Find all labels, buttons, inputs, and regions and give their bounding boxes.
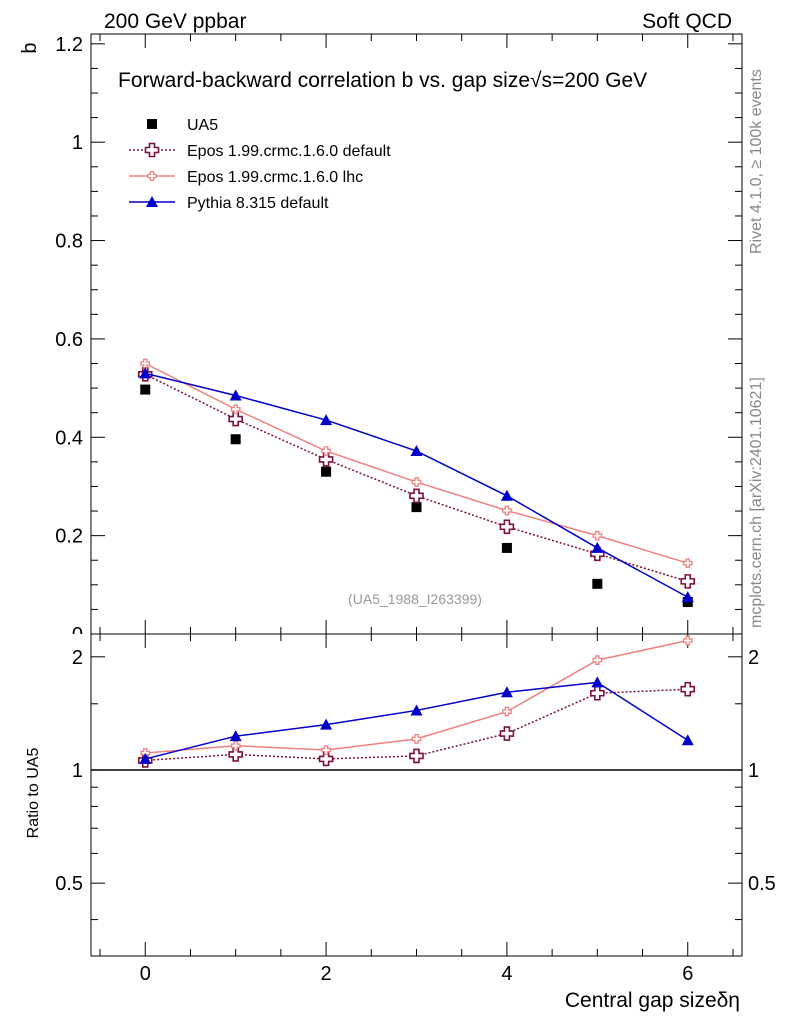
- data-point: [410, 445, 423, 457]
- data-point: [591, 541, 604, 553]
- ratio-layer: [137, 635, 696, 768]
- chart-title: Forward-backward correlation b vs. gap s…: [118, 69, 647, 92]
- legend-label: Epos 1.99.crmc.1.6.0 default: [187, 143, 391, 160]
- data-point: [682, 558, 693, 569]
- data-point: [230, 404, 241, 415]
- ratio-line: [145, 681, 689, 760]
- y-tick-label: 0: [72, 624, 83, 646]
- legend: UA5 Epos 1.99.crmc.1.6.0 default Epos 1.99…: [129, 117, 391, 212]
- ratio-point: [409, 748, 424, 764]
- legend-label: Pythia 8.315 default: [187, 195, 329, 212]
- ratio-tick-label-right: 1: [748, 760, 759, 782]
- data-point: [321, 466, 332, 477]
- ratio-tick-label-right: 0.5: [748, 873, 776, 895]
- data-point: [318, 452, 334, 467]
- ratio-point: [229, 730, 242, 742]
- legend-marker: [144, 142, 160, 158]
- series-3: [139, 367, 694, 603]
- legend-marker: [147, 119, 157, 129]
- data-point: [229, 389, 242, 401]
- ratio-point: [681, 734, 694, 746]
- ratio-point: [502, 706, 512, 717]
- data-point: [140, 358, 151, 369]
- ratio-point: [320, 718, 333, 730]
- ratio-point: [680, 681, 696, 697]
- y-tick-label: 1.2: [55, 34, 83, 56]
- x-tick-label: 0: [140, 963, 151, 985]
- ratio-tick-label: 1: [72, 760, 83, 782]
- legend-label: UA5: [187, 117, 218, 134]
- data-point: [409, 488, 424, 504]
- y-tick-label: 0.8: [55, 231, 83, 253]
- ratio-axes: 0 2 4 6 0.5 0.5 1 1 2 2: [55, 634, 776, 985]
- series-layer: [137, 358, 696, 608]
- data-point: [321, 446, 331, 456]
- ratio-point: [228, 747, 243, 762]
- legend-label: Epos 1.99.crmc.1.6.0 lhc: [187, 169, 363, 186]
- side-mcplots-label: mcplots.cern.ch [arXiv:2401.10621]: [748, 377, 765, 628]
- x-tick-label: 2: [321, 963, 332, 985]
- ratio-point: [499, 726, 515, 741]
- ratio-series-0: [137, 681, 696, 768]
- ratio-series-2: [139, 676, 694, 764]
- ratio-tick-label: 2: [72, 647, 83, 669]
- main-axes: 0.2 0.4 0.6 0.8 1 1.2 0: [55, 34, 742, 646]
- legend-marker: [146, 196, 158, 207]
- y-axis-label: b: [19, 42, 41, 53]
- data-point: [140, 384, 151, 395]
- x-tick-label: 6: [682, 963, 693, 985]
- ratio-point: [410, 704, 423, 716]
- data-point: [681, 591, 694, 603]
- data-point: [592, 578, 603, 589]
- data-point: [230, 434, 241, 445]
- ratio-point: [318, 751, 334, 767]
- ratio-y-axis-label: Ratio to UA5: [25, 748, 42, 839]
- ratio-point: [682, 635, 693, 646]
- data-point: [228, 411, 243, 427]
- series-2: [140, 358, 693, 569]
- data-point: [499, 519, 515, 535]
- x-axis-label: Central gap sizeδη: [565, 989, 740, 1012]
- y-tick-label: 0.2: [55, 526, 83, 548]
- ratio-point: [590, 685, 605, 701]
- header-left-label: 200 GeV ppbar: [104, 10, 246, 33]
- data-point: [500, 489, 513, 501]
- ratio-point: [591, 676, 604, 688]
- ratio-point: [592, 655, 603, 665]
- ratio-plot-frame: [90, 633, 743, 957]
- side-rivet-label: Rivet 4.1.0, ≥ 100k events: [748, 69, 765, 254]
- data-point: [411, 502, 422, 513]
- ratio-point: [230, 740, 241, 751]
- data-point: [502, 505, 512, 516]
- data-point: [592, 530, 603, 541]
- ratio-point: [321, 745, 331, 755]
- ratio-point: [500, 686, 513, 698]
- header-right-label: Soft QCD: [642, 10, 732, 33]
- watermark-label: (UA5_1988_I263399): [348, 591, 482, 607]
- data-point: [680, 574, 696, 589]
- legend-marker: [147, 171, 157, 181]
- data-point: [501, 542, 512, 553]
- y-tick-label: 1: [72, 132, 83, 154]
- y-tick-label: 0.6: [55, 329, 83, 351]
- data-point: [411, 477, 422, 487]
- ratio-point: [139, 752, 152, 764]
- ratio-tick-label-right: 2: [748, 647, 759, 669]
- data-point: [320, 414, 333, 426]
- x-tick-label: 4: [501, 963, 512, 985]
- ratio-tick-label: 0.5: [55, 873, 83, 895]
- ratio-point: [411, 734, 422, 744]
- y-tick-label: 0.4: [55, 427, 83, 449]
- data-point: [139, 367, 152, 379]
